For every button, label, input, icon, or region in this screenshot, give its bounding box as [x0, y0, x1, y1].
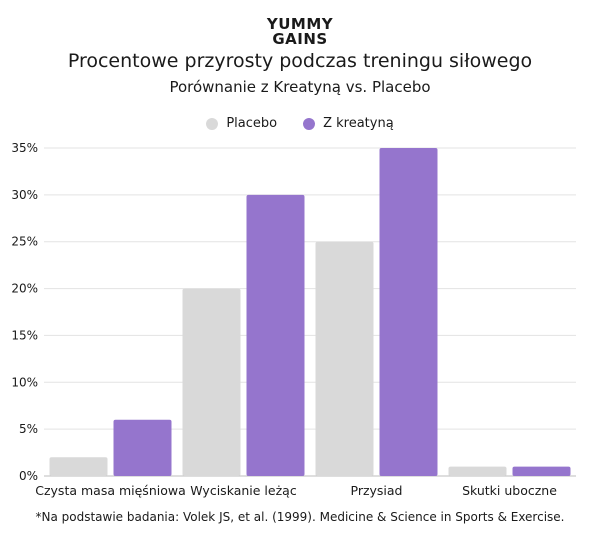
- y-tick-label: 20%: [11, 282, 38, 296]
- x-category-label: Skutki uboczne: [462, 483, 557, 498]
- x-category-label: Czysta masa mięśniowa: [35, 483, 186, 498]
- legend-item-creatine: Z kreatyną: [303, 116, 394, 131]
- legend-label-creatine: Z kreatyną: [323, 116, 394, 131]
- logo-line-1: YUMMY: [266, 15, 334, 33]
- bar-placebo: [49, 457, 108, 476]
- bar-placebo: [315, 241, 374, 476]
- chart-subtitle: Porównanie z Kreatyną vs. Placebo: [169, 78, 431, 96]
- y-tick-label: 10%: [11, 375, 38, 389]
- bar-creatine: [379, 148, 438, 476]
- chart-title: Procentowe przyrosty podczas treningu si…: [67, 50, 533, 72]
- source-footnote: *Na podstawie badania: Volek JS, et al. …: [35, 510, 565, 524]
- bar-creatine: [512, 466, 571, 476]
- legend-label-placebo: Placebo: [226, 116, 278, 131]
- bar-creatine: [113, 419, 172, 476]
- logo-line-2: GAINS: [272, 30, 328, 48]
- y-tick-label: 0%: [19, 469, 38, 483]
- legend-swatch-creatine: [303, 117, 316, 130]
- legend-item-placebo: Placebo: [206, 116, 277, 131]
- y-tick-label: 25%: [11, 235, 38, 249]
- y-tick-label: 15%: [11, 328, 38, 342]
- bar-creatine: [246, 194, 305, 476]
- y-tick-label: 5%: [19, 422, 38, 436]
- x-category-label: Przysiad: [351, 483, 403, 498]
- legend-swatch-placebo: [206, 117, 219, 130]
- bar-placebo: [182, 288, 241, 476]
- chart-legend: Placebo Z kreatyną: [0, 116, 600, 131]
- x-category-label: Wyciskanie leżąc: [190, 483, 297, 498]
- y-tick-label: 30%: [11, 188, 38, 202]
- y-tick-label: 35%: [11, 141, 38, 155]
- bar-placebo: [448, 466, 507, 476]
- brand-logo: YUMMY GAINS: [0, 17, 600, 47]
